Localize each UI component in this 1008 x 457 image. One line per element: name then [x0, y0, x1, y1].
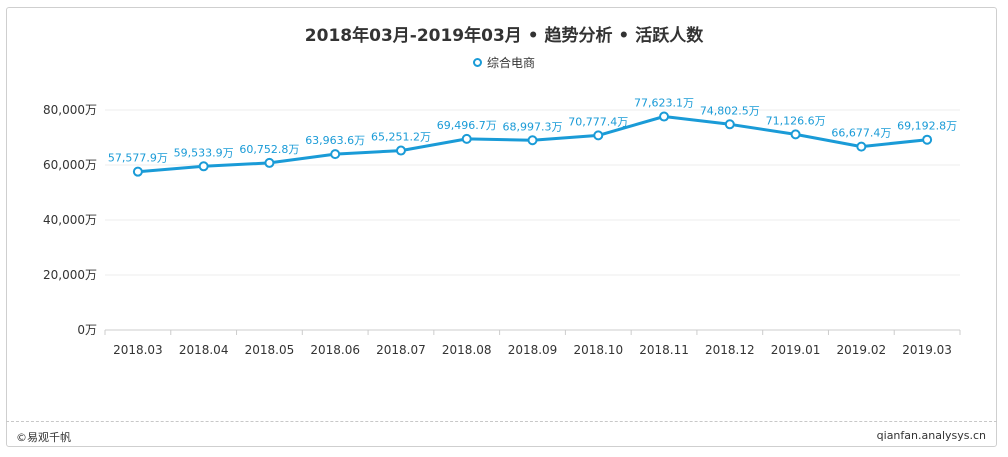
x-tick-label: 2018.11 — [639, 343, 689, 357]
x-tick-label: 2019.03 — [902, 343, 952, 357]
x-tick-label: 2018.05 — [245, 343, 295, 357]
chart-frame — [6, 7, 997, 447]
legend-label: 综合电商 — [486, 56, 535, 70]
data-point[interactable] — [790, 129, 801, 140]
x-tick-label: 2018.12 — [705, 343, 755, 357]
x-tick-label: 2018.03 — [113, 343, 163, 357]
data-label: 63,963.6万 — [305, 134, 365, 147]
data-point[interactable] — [330, 149, 341, 160]
x-axis — [104, 329, 961, 335]
data-label: 74,802.5万 — [700, 104, 760, 117]
data-label: 68,997.3万 — [503, 120, 563, 133]
legend[interactable]: 综合电商 — [0, 54, 1008, 71]
series-points[interactable] — [132, 111, 933, 177]
chart-title: 2018年03月-2019年03月 • 趋势分析 • 活跃人数 — [304, 26, 704, 46]
data-point[interactable] — [395, 145, 406, 156]
data-label: 69,192.8万 — [897, 120, 957, 133]
data-label: 57,577.9万 — [108, 152, 168, 165]
y-tick-label: 0万 — [77, 323, 97, 337]
data-point[interactable] — [198, 161, 209, 172]
x-tick-label: 2019.01 — [771, 343, 821, 357]
legend-marker-icon — [472, 58, 482, 67]
data-point[interactable] — [659, 111, 670, 122]
data-label: 59,533.9万 — [174, 146, 234, 159]
data-point[interactable] — [461, 133, 472, 144]
data-point[interactable] — [264, 157, 275, 168]
footer-source-url[interactable]: qianfan.analysys.cn — [876, 429, 986, 442]
y-tick-label: 60,000万 — [43, 158, 97, 172]
data-point[interactable] — [922, 134, 933, 145]
data-label: 70,777.4万 — [568, 115, 628, 128]
x-tick-label: 2018.10 — [573, 343, 623, 357]
data-label: 71,126.6万 — [766, 114, 826, 127]
y-tick-label: 80,000万 — [43, 103, 97, 117]
data-point[interactable] — [856, 141, 867, 152]
y-tick-label: 40,000万 — [43, 213, 97, 227]
data-label: 60,752.8万 — [239, 143, 299, 156]
data-label: 69,496.7万 — [437, 119, 497, 132]
x-tick-label: 2018.08 — [442, 343, 492, 357]
x-tick-label: 2018.06 — [310, 343, 360, 357]
x-tick-label: 2018.07 — [376, 343, 426, 357]
footer-copyright: ©易观千帆 — [16, 431, 71, 444]
data-label: 77,623.1万 — [634, 97, 694, 110]
y-axis-ticks: 0万 20,000万 40,000万 60,000万 80,000万 — [43, 103, 97, 337]
footer-divider — [6, 421, 997, 422]
x-tick-label: 2018.04 — [179, 343, 229, 357]
data-label: 65,251.2万 — [371, 131, 431, 144]
data-label: 66,677.4万 — [831, 127, 891, 140]
x-tick-label: 2018.09 — [508, 343, 558, 357]
data-point[interactable] — [132, 166, 143, 177]
x-tick-label: 2019.02 — [837, 343, 887, 357]
data-labels: 57,577.9万 59,533.9万 60,752.8万 63,963.6万 65,2… — [108, 97, 957, 165]
data-point[interactable] — [724, 119, 735, 130]
x-axis-ticks: 2018.03 2018.04 2018.05 2018.06 2018.07 2018.… — [113, 343, 952, 357]
data-point[interactable] — [593, 130, 604, 141]
y-tick-label: 20,000万 — [43, 268, 97, 282]
data-point[interactable] — [527, 135, 538, 146]
